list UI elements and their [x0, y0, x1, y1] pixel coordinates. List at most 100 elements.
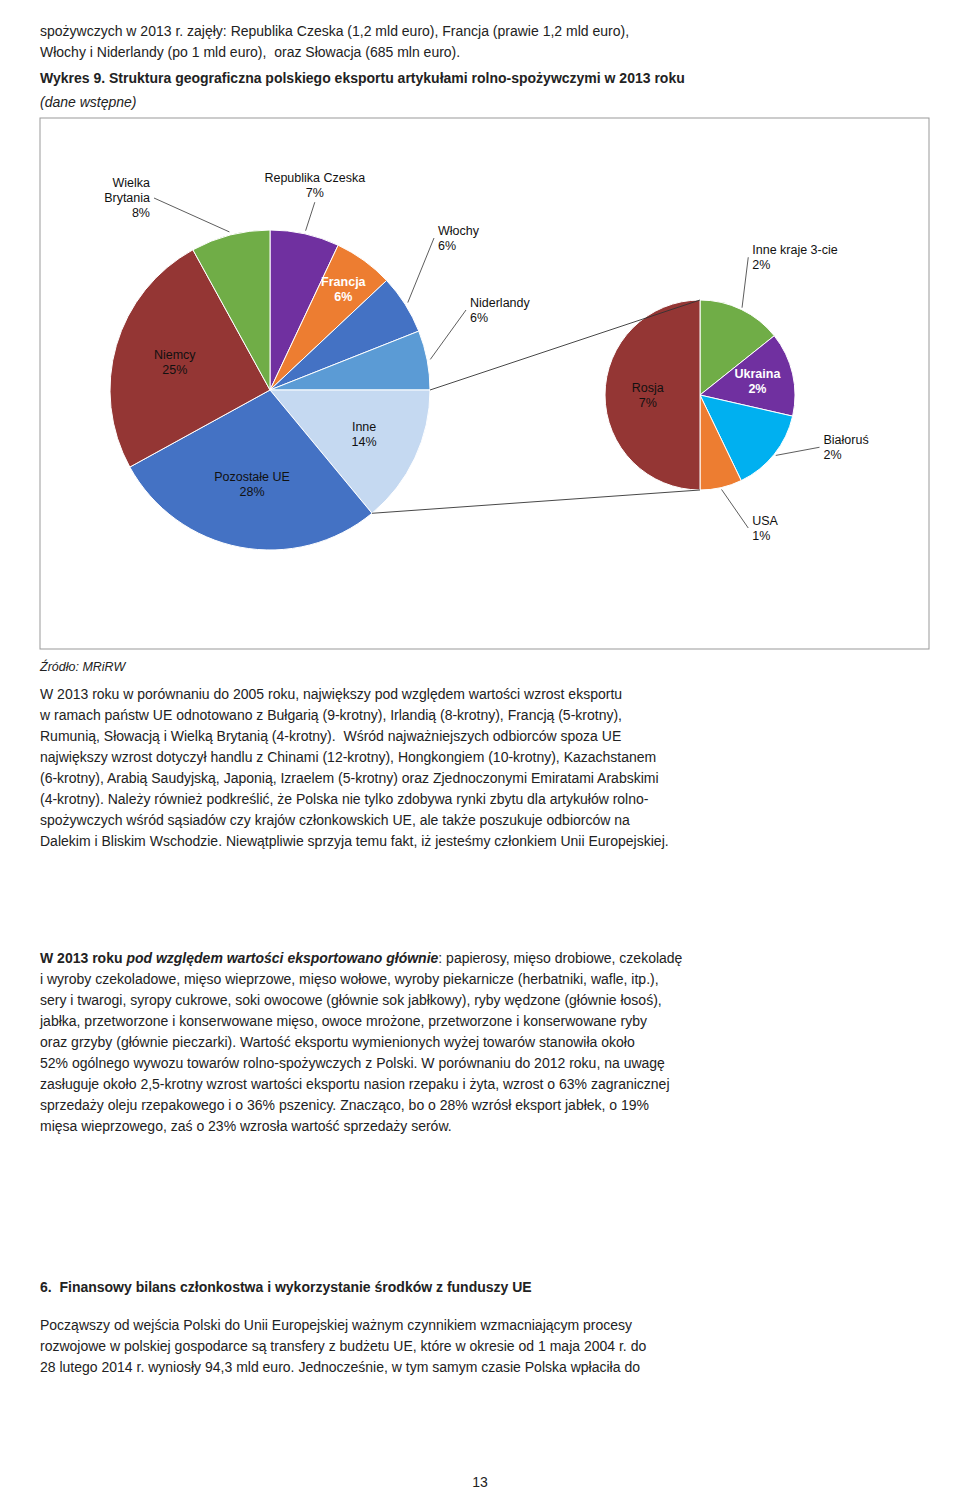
body-text: W 2013 roku w porównaniu do 2005 roku, n…: [39, 686, 669, 849]
section-title: 6. Finansowy bilans członkostwa i wykorz…: [40, 1279, 532, 1295]
slice-category-label: USA: [752, 514, 778, 528]
chart-frame: [40, 118, 929, 649]
leader-line: [742, 257, 748, 307]
body-text-line: 52% ogólnego wywozu towarów rolno-spożyw…: [40, 1055, 665, 1071]
body-text-line: rozwojowe w polskiej gospodarce są trans…: [40, 1338, 646, 1354]
body-text-line: W 2013 roku w porównaniu do 2005 roku, n…: [40, 686, 622, 702]
page-number: 13: [472, 1474, 488, 1490]
slice-category-label: Pozostałe UE: [214, 470, 290, 484]
leader-line: [430, 310, 466, 359]
body-text-line: : papierosy, mięso drobiowe, czekoladę: [438, 950, 682, 966]
slice-category-label: WielkaBrytania: [104, 176, 150, 205]
connector-line: [372, 490, 700, 513]
body-text-bold-line: W 2013 roku: [40, 950, 126, 966]
slice-category-label: Włochy: [438, 224, 480, 238]
body-text-line: mięsa wieprzowego, zaś o 23% wzrosła war…: [40, 1118, 452, 1134]
body-text-line: Dalekim i Bliskim Wschodzie. Niewątpliwi…: [40, 833, 669, 849]
slice-value-label: 6%: [438, 239, 456, 253]
header-text-line: spożywczych w 2013 r. zajęły: Republika …: [40, 23, 629, 39]
slice-value-label: 8%: [132, 206, 150, 220]
slice-value-label: 7%: [306, 186, 324, 200]
slice-category-label: Inne kraje 3-cie: [752, 243, 838, 257]
body-text: Począwszy od wejścia Polski do Unii Euro…: [40, 1317, 646, 1375]
body-text-line: spożywczych wśród sąsiadów czy krajów cz…: [40, 812, 630, 828]
body-text-line: największy wzrost dotyczył handlu z Chin…: [40, 749, 656, 765]
slice-category-label: Inne: [352, 420, 376, 434]
pie-slice: [700, 395, 741, 490]
slice-category-label-line: Francja: [321, 275, 367, 289]
body-text-line: w ramach państw UE odnotowano z Bułgarią…: [39, 707, 622, 723]
slice-category-label-line: Włochy: [438, 224, 480, 238]
body-text-line: Rumunią, Słowacją i Wielką Brytanią (4-k…: [40, 728, 621, 744]
slice-value-label: 6%: [470, 311, 488, 325]
header-text: spożywczych w 2013 r. zajęły: Republika …: [40, 23, 629, 39]
body-text-line: oraz grzyby (głównie pieczarki). Wartość…: [40, 1034, 635, 1050]
leader-line: [776, 447, 820, 455]
pie-chart: Inne kraje 3-cie2%Ukraina2%Białoruś2%USA…: [605, 243, 869, 543]
body-text: : papierosy, mięso drobiowe, czekoladę i …: [39, 950, 683, 1134]
section-title-line: 6. Finansowy bilans członkostwa i wykorz…: [40, 1279, 532, 1295]
header-text-line: Włochy i Niderlandy (po 1 mld euro), ora…: [40, 44, 460, 60]
leader-line: [722, 489, 749, 528]
chart-subtitle-line: (dane wstępne): [40, 94, 137, 110]
page-number-line: 13: [472, 1474, 488, 1490]
slice-value-label: 1%: [752, 529, 770, 543]
slice-category-label-line: Niderlandy: [470, 296, 531, 310]
pie-labels: Republika Czeska7%Francja6%Włochy6%Nider…: [104, 171, 530, 499]
slice-category-label: Niemcy: [154, 348, 196, 362]
slice-category-label-line: Inne: [352, 420, 376, 434]
pie-slice: [270, 331, 430, 390]
slice-value-label: 14%: [352, 435, 377, 449]
pie-chart: Republika Czeska7%Francja6%Włochy6%Nider…: [104, 171, 530, 550]
slice-category-label: Ukraina: [734, 367, 781, 381]
body-text-line: Począwszy od wejścia Polski do Unii Euro…: [40, 1317, 632, 1333]
slice-category-label-line: Rosja: [632, 381, 664, 395]
body-text-line: sprzedaży oleju rzepakowego i o 36% psze…: [40, 1097, 649, 1113]
leader-line: [408, 238, 434, 303]
slice-category-label-line: Niemcy: [154, 348, 196, 362]
slice-category-label: Republika Czeska: [264, 171, 365, 185]
pie-slice: [605, 300, 700, 490]
slice-value-label: 2%: [748, 382, 766, 396]
slice-value-label: 6%: [334, 290, 352, 304]
slices: [110, 230, 430, 550]
body-text-line: (6-krotny), Arabią Saudyjską, Japonią, I…: [40, 770, 659, 786]
pie-labels: Inne kraje 3-cie2%Ukraina2%Białoruś2%USA…: [632, 243, 869, 543]
body-text-bold-italic: pod względem wartości eksportowano główn…: [125, 950, 438, 966]
pie-slice: [193, 230, 270, 390]
slice-value-label: 2%: [824, 448, 842, 462]
body-text-line: 28 lutego 2014 r. wyniosły 94,3 mld euro…: [40, 1359, 640, 1375]
header-text: Włochy i Niderlandy (po 1 mld euro), ora…: [40, 44, 460, 60]
slice-category-label-line: Pozostałe UE: [214, 470, 290, 484]
body-text-line: i wyroby czekoladowe, mięso wieprzowe, m…: [40, 971, 659, 987]
body-text-line: (4-krotny). Należy również podkreślić, ż…: [40, 791, 649, 807]
body-text-bold: W 2013 roku: [40, 950, 126, 966]
slice-value-label: 28%: [239, 485, 264, 499]
body-text-line: zasługuje około 2,5-krotny wzrost wartoś…: [40, 1076, 670, 1092]
slice-category-label-line: USA: [752, 514, 778, 528]
page: spożywczych w 2013 r. zajęły: Republika …: [0, 0, 960, 1509]
slice-category-label: Francja: [321, 275, 367, 289]
slice-category-label-line: Brytania: [104, 191, 150, 205]
slice-category-label: Białoruś: [824, 433, 869, 447]
chart-title: Wykres 9. Struktura geograficzna polskie…: [40, 70, 685, 86]
source-note-line: Źródło: MRiRW: [39, 659, 126, 674]
slice-value-label: 7%: [639, 396, 657, 410]
chart-title-line: Wykres 9. Struktura geograficzna polskie…: [40, 70, 685, 86]
leader-line: [154, 198, 229, 232]
slice-value-label: 25%: [162, 363, 187, 377]
body-text-bold-italic-line: pod względem wartości eksportowano główn…: [125, 950, 438, 966]
slice-category-label: Rosja: [632, 381, 664, 395]
chart-subtitle: (dane wstępne): [40, 94, 137, 110]
slices: [605, 300, 795, 490]
slice-category-label-line: Inne kraje 3-cie: [752, 243, 838, 257]
slice-category-label-line: Białoruś: [824, 433, 869, 447]
body-text-line: sery i twarogi, syropy cukrowe, soki owo…: [40, 992, 662, 1008]
leader-line: [306, 202, 315, 231]
slice-category-label-line: Wielka: [112, 176, 150, 190]
slice-category-label-line: Ukraina: [734, 367, 781, 381]
slice-category-label-line: Republika Czeska: [264, 171, 365, 185]
slice-category-label: Niderlandy: [470, 296, 531, 310]
slice-value-label: 2%: [752, 258, 770, 272]
source-note: Źródło: MRiRW: [39, 659, 126, 674]
